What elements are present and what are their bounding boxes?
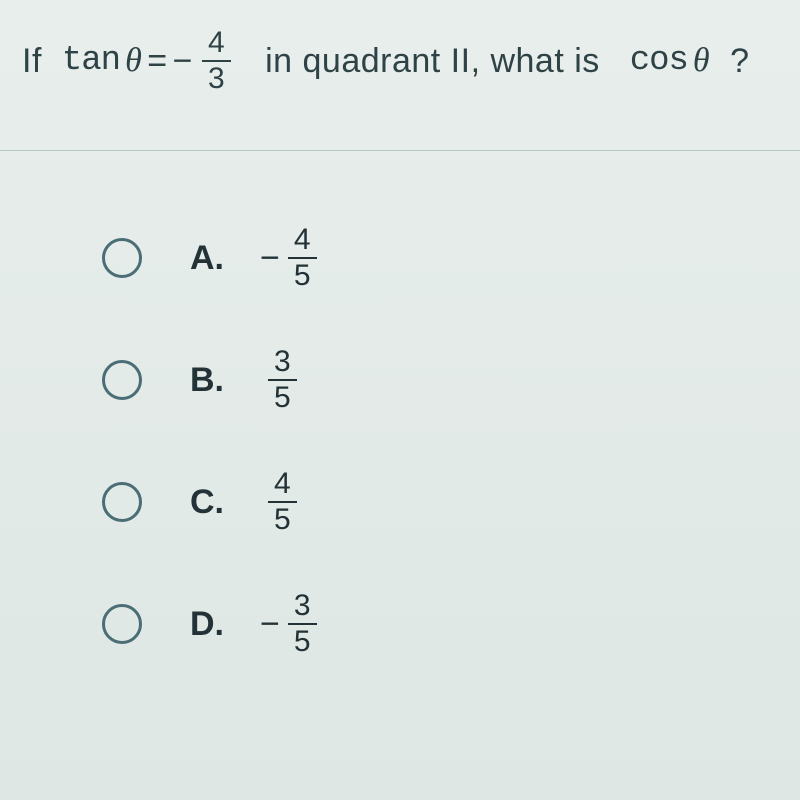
den-a: 5	[288, 257, 317, 291]
label-d: D.	[190, 605, 236, 644]
den-b: 5	[268, 379, 297, 413]
question-text: If tan θ = − 4 3 in quadrant II, what is…	[22, 28, 786, 94]
num-d: 3	[294, 591, 311, 623]
answer-c: 4 5	[260, 469, 301, 535]
quiz-page: If tan θ = − 4 3 in quadrant II, what is…	[0, 0, 800, 800]
den-d: 5	[288, 623, 317, 657]
radio-d[interactable]	[102, 604, 142, 644]
neg-sign: −	[173, 42, 193, 81]
q-mark: ?	[730, 42, 749, 81]
radio-b[interactable]	[102, 360, 142, 400]
choice-a[interactable]: A. − 4 5	[102, 225, 786, 291]
radio-a[interactable]	[102, 238, 142, 278]
radio-c[interactable]	[102, 482, 142, 522]
num-a: 4	[294, 225, 311, 257]
label-c: C.	[190, 483, 236, 522]
frac-b: 3 5	[268, 347, 297, 413]
eq-sign: =	[147, 42, 167, 81]
answer-b: 3 5	[260, 347, 301, 413]
q-middle: in quadrant II, what is	[265, 42, 600, 81]
num-b: 3	[274, 347, 291, 379]
theta-2: θ	[693, 42, 710, 80]
sign-d: −	[260, 605, 280, 644]
choice-b[interactable]: B. 3 5	[102, 347, 786, 413]
cos-fn: cos	[630, 42, 688, 80]
frac-c: 4 5	[268, 469, 297, 535]
frac-a: 4 5	[288, 225, 317, 291]
label-b: B.	[190, 361, 236, 400]
theta-1: θ	[125, 42, 142, 80]
choice-d[interactable]: D. − 3 5	[102, 591, 786, 657]
tan-num: 4	[208, 28, 225, 60]
label-a: A.	[190, 239, 236, 278]
answer-choices: A. − 4 5 B. 3 5 C.	[102, 225, 786, 657]
sign-a: −	[260, 239, 280, 278]
q-prefix: If	[22, 42, 42, 81]
answer-a: − 4 5	[260, 225, 321, 291]
num-c: 4	[274, 469, 291, 501]
answer-d: − 3 5	[260, 591, 321, 657]
tan-fn: tan	[62, 42, 120, 80]
tan-fraction: 4 3	[202, 28, 231, 94]
tan-den: 3	[202, 60, 231, 94]
frac-d: 3 5	[288, 591, 317, 657]
divider-line	[0, 150, 800, 151]
den-c: 5	[268, 501, 297, 535]
choice-c[interactable]: C. 4 5	[102, 469, 786, 535]
